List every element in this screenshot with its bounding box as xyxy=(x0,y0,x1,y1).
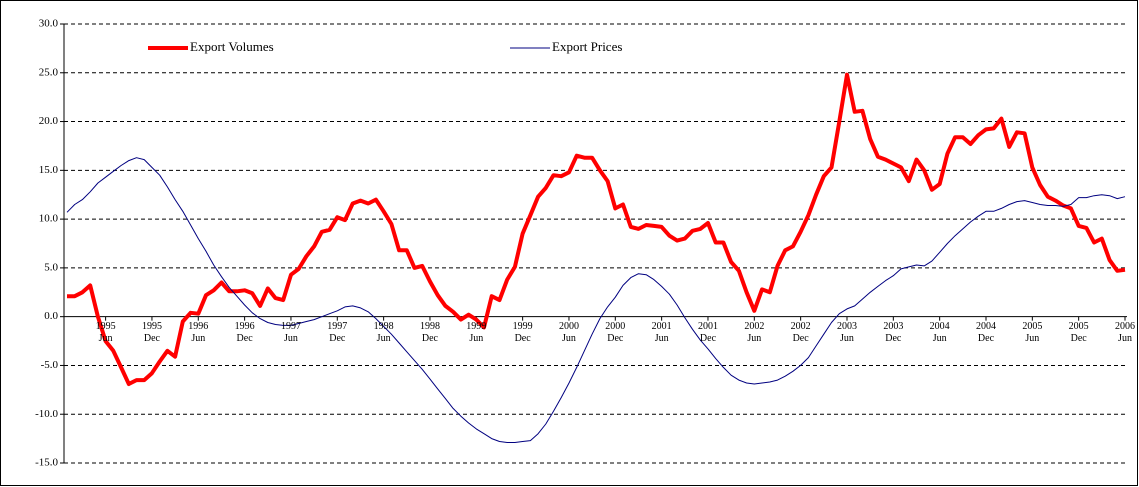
x-tick-label: 1996 Dec xyxy=(234,320,255,344)
x-tick-label: 2000 Dec xyxy=(605,320,626,344)
x-tick-label: 2002 Jun xyxy=(744,320,765,344)
y-tick-label: 0.0 xyxy=(44,310,58,322)
y-tick-label: 10.0 xyxy=(39,213,59,225)
y-tick-label: -15.0 xyxy=(35,457,58,469)
x-tick-label: 2003 Dec xyxy=(883,320,904,344)
y-tick-label: -5.0 xyxy=(41,359,59,371)
x-tick-label: 1997 Jun xyxy=(280,320,301,344)
y-tick-label: 30.0 xyxy=(39,18,59,30)
x-tick-label: 1995 Dec xyxy=(141,320,162,344)
legend-label: Export Volumes xyxy=(190,39,274,54)
x-tick-label: 1997 Dec xyxy=(327,320,348,344)
x-tick-label: 1996 Jun xyxy=(188,320,209,344)
y-tick-label: 15.0 xyxy=(39,164,59,176)
x-tick-label: 2000 Jun xyxy=(558,320,579,344)
y-tick-label: -10.0 xyxy=(35,408,58,420)
series-line xyxy=(67,72,1126,386)
x-tick-label: 1995 Jun xyxy=(95,320,116,344)
legend-label: Export Prices xyxy=(552,39,622,54)
x-tick-label: 2004 Jun xyxy=(929,320,950,344)
x-tick-label: 1999 Jun xyxy=(466,320,487,344)
y-tick-label: 25.0 xyxy=(39,66,59,78)
x-tick-label: 2005 Dec xyxy=(1068,320,1089,344)
x-tick-label: 2006 Jun xyxy=(1115,320,1135,344)
x-tick-label: 2005 Jun xyxy=(1022,320,1043,344)
y-tick-label: 5.0 xyxy=(44,261,58,273)
series-line xyxy=(66,157,1126,443)
x-tick-label: 1999 Dec xyxy=(512,320,533,344)
x-tick-label: 2001 Dec xyxy=(697,320,718,344)
x-tick-label: 2001 Jun xyxy=(651,320,672,344)
x-tick-label: 1998 Jun xyxy=(373,320,394,344)
y-tick-label: 20.0 xyxy=(39,115,59,127)
x-tick-label: 2004 Dec xyxy=(975,320,996,344)
x-tick-label: 2003 Jun xyxy=(836,320,857,344)
x-tick-label: 1998 Dec xyxy=(419,320,440,344)
x-tick-label: 2002 Dec xyxy=(790,320,811,344)
